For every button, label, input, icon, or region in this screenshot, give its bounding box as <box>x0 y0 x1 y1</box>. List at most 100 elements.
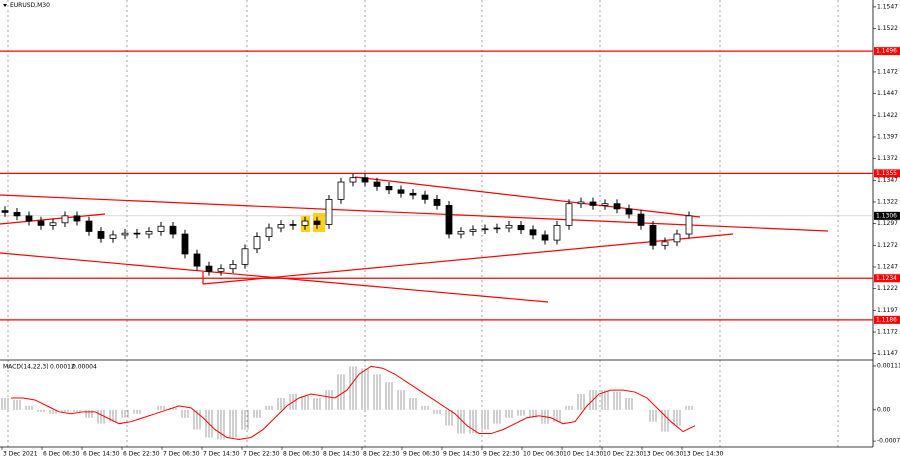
title-arrow <box>3 4 7 7</box>
macd-value: 0.00004 <box>72 364 97 371</box>
candle-body <box>421 194 429 200</box>
x-tick-label: 7 Dec 22:30 <box>243 451 280 458</box>
x-tick-label: 7 Dec 14:30 <box>203 451 240 458</box>
candle-body <box>373 181 381 187</box>
candle-body <box>385 185 393 191</box>
y-tick-label: 1.1347 <box>877 177 898 184</box>
chart-title: EURUSD,M30 <box>10 2 50 9</box>
candle-body <box>685 215 693 235</box>
macd-y-tick-label: 0.00 <box>877 406 891 413</box>
level-tag <box>874 47 900 56</box>
candle-body <box>265 227 273 238</box>
candle-body <box>457 231 465 235</box>
level-label: 1.1234 <box>876 275 897 282</box>
candle-body <box>229 263 237 270</box>
current-price-tag <box>874 211 900 220</box>
candle-body <box>241 248 249 265</box>
candle-body <box>301 220 309 226</box>
candle-body <box>253 236 261 250</box>
candle-body <box>193 253 201 267</box>
y-tick-label: 1.1247 <box>877 263 898 270</box>
candle-body <box>73 215 81 222</box>
level-label: 1.1186 <box>876 316 897 323</box>
y-tick-label: 1.1222 <box>877 285 898 292</box>
candle-body <box>577 201 585 205</box>
candle-body <box>553 224 561 241</box>
candle-body <box>97 231 105 239</box>
macd-signal <box>11 365 696 440</box>
x-tick-label: 8 Dec 22:30 <box>363 451 400 458</box>
x-tick-label: 10 Dec 06:30 <box>523 451 564 458</box>
macd-title: MACD(14,22,3) <box>3 364 49 371</box>
macd-value: 0.00012 <box>50 364 75 371</box>
candle-body <box>85 220 93 232</box>
level-tag <box>874 315 900 324</box>
candle-body <box>505 224 513 229</box>
x-tick-label: 13 Dec 14:30 <box>683 451 724 458</box>
candle-body <box>49 222 57 226</box>
y-tick-label: 1.1397 <box>877 133 898 140</box>
level-label: 1.1355 <box>876 170 897 177</box>
y-tick-label: 1.1522 <box>877 25 898 32</box>
y-tick-label: 1.1147 <box>877 350 898 357</box>
candle-body <box>337 181 345 200</box>
y-tick-label: 1.1422 <box>877 112 898 119</box>
y-tick-label: 1.1297 <box>877 220 898 227</box>
y-tick-label: 1.1447 <box>877 90 898 97</box>
level-tag <box>874 169 900 178</box>
candle-body <box>661 241 669 246</box>
candle-body <box>589 201 597 206</box>
x-tick-label: 8 Dec 14:30 <box>323 451 360 458</box>
macd-y-tick-label: -0.00079 <box>877 438 900 445</box>
y-tick-label: 1.1372 <box>877 155 898 162</box>
candle-body <box>649 224 657 246</box>
x-tick-label: 6 Dec 22:30 <box>123 451 160 458</box>
candle-body <box>313 220 321 225</box>
candle-body <box>289 224 297 226</box>
x-tick-label: 9 Dec 06:30 <box>403 451 440 458</box>
level-label: 1.1496 <box>876 48 897 55</box>
y-tick-label: 1.1472 <box>877 68 898 75</box>
candle-body <box>529 229 537 236</box>
x-tick-label: 3 Dec 2021 <box>3 451 38 458</box>
candle-body <box>517 224 525 231</box>
y-tick-label: 1.1547 <box>877 3 898 10</box>
candle-body <box>469 229 477 232</box>
y-tick-label: 1.1322 <box>877 198 898 205</box>
candle-body <box>601 203 609 206</box>
macd-y-tick-label: 0.00111 <box>877 362 900 369</box>
candle-body <box>61 215 69 224</box>
y-tick-label: 1.1272 <box>877 242 898 249</box>
candle-body <box>277 224 285 229</box>
level-tag <box>874 274 900 283</box>
candle-body <box>349 177 357 183</box>
x-tick-label: 9 Dec 22:30 <box>483 451 520 458</box>
candle-body <box>673 233 681 243</box>
candle-body <box>121 232 129 236</box>
x-tick-label: 8 Dec 06:30 <box>283 451 320 458</box>
candle-body <box>361 177 369 183</box>
candle-body <box>409 192 417 196</box>
candle-body <box>625 208 633 215</box>
candle-body <box>637 213 645 226</box>
candle-body <box>37 220 45 226</box>
x-tick-label: 6 Dec 06:30 <box>43 451 80 458</box>
candle-body <box>145 231 153 235</box>
y-tick-label: 1.1197 <box>877 307 898 314</box>
candle-body <box>169 225 177 235</box>
candle-body <box>481 228 489 231</box>
x-tick-label: 7 Dec 06:30 <box>163 451 200 458</box>
candle-body <box>1 210 9 213</box>
x-tick-label: 9 Dec 14:30 <box>443 451 480 458</box>
candle-body <box>109 234 117 239</box>
candle-body <box>217 268 225 272</box>
candle-body <box>25 215 33 222</box>
candle-body <box>13 211 21 217</box>
candle-body <box>565 203 573 226</box>
candle-body <box>493 227 501 230</box>
x-tick-label: 6 Dec 14:30 <box>83 451 120 458</box>
current-price-label: 1.1306 <box>876 212 897 219</box>
candle-body <box>541 234 549 241</box>
candle-body <box>181 233 189 255</box>
